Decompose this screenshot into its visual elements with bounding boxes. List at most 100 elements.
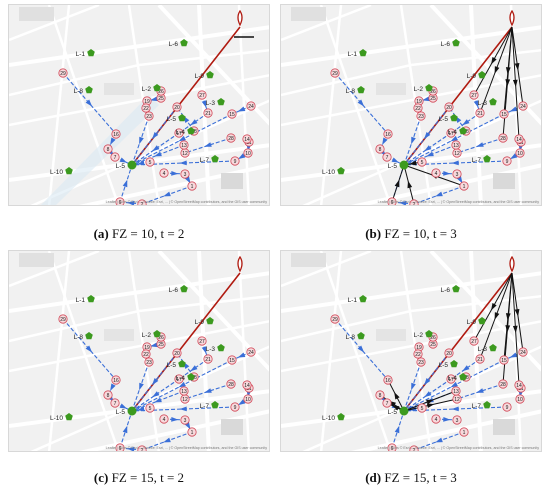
node-28[interactable]: 28 [226,133,236,143]
node-2[interactable]: 2 [409,199,419,206]
site-l-9[interactable]: L-9 [195,71,214,80]
map-attribution[interactable]: Leaflet | Tiles © Esri — Source: Esri, .… [106,200,268,204]
site-l-9[interactable]: L-9 [195,317,214,326]
node-28[interactable]: 28 [498,379,508,389]
node-3[interactable]: 3 [180,169,190,179]
site-l-5[interactable]: L-5 [167,360,186,369]
site-l-8[interactable]: L-8 [74,332,93,341]
node-12[interactable]: 12 [452,394,462,404]
node-10[interactable]: 10 [243,148,253,158]
node-28[interactable]: 28 [498,133,508,143]
node-6[interactable]: 6 [115,443,125,452]
site-l-3[interactable]: L-3 [206,98,225,107]
node-8[interactable]: 8 [375,390,385,400]
node-20[interactable]: 20 [172,102,182,112]
site-l-8[interactable]: L-8 [74,86,93,95]
map-attribution[interactable]: Leaflet | Tiles © Esri — Source: Esri, .… [106,446,268,450]
site-l-2[interactable]: L-2 [142,84,161,93]
map-c[interactable]: L-51234567891011121314151617181920212223… [8,250,270,452]
map-b[interactable]: L-51234567891011121314151617181920212223… [280,4,542,206]
node-23[interactable]: 23 [416,357,426,367]
node-6[interactable]: 6 [387,197,397,206]
node-13[interactable]: 13 [451,140,461,150]
node-29[interactable]: 29 [58,68,68,78]
node-14[interactable]: 14 [242,380,252,390]
node-23[interactable]: 23 [416,111,426,121]
node-15[interactable]: 15 [227,109,237,119]
node-12[interactable]: 12 [180,148,190,158]
node-15[interactable]: 15 [499,355,509,365]
site-l-5[interactable]: L-5 [439,360,458,369]
node-22[interactable]: 22 [413,103,423,113]
node-5[interactable]: 5 [145,403,155,413]
node-1[interactable]: 1 [459,427,469,437]
site-l-4[interactable]: L-4 [176,127,195,136]
node-15[interactable]: 15 [499,109,509,119]
node-7[interactable]: 7 [382,152,392,162]
node-17[interactable]: 17 [446,374,456,384]
node-20[interactable]: 20 [444,102,454,112]
node-4[interactable]: 4 [159,414,169,424]
site-l-6[interactable]: L-6 [441,285,460,294]
node-17[interactable]: 17 [446,128,456,138]
node-29[interactable]: 29 [330,314,340,324]
node-9[interactable]: 9 [502,156,512,166]
node-14[interactable]: 14 [514,134,524,144]
node-20[interactable]: 20 [444,348,454,358]
node-17[interactable]: 17 [174,374,184,384]
site-l-7[interactable]: L-7 [472,155,491,164]
node-12[interactable]: 12 [180,394,190,404]
node-1[interactable]: 1 [459,181,469,191]
depot-marker-icon[interactable]: L-5 [116,160,137,171]
node-17[interactable]: 17 [174,128,184,138]
node-22[interactable]: 22 [141,349,151,359]
node-25[interactable]: 25 [428,93,438,103]
site-l-10[interactable]: L-10 [50,167,73,176]
node-19[interactable]: 19 [142,342,152,352]
site-l-1[interactable]: L-1 [348,49,367,58]
site-l-7[interactable]: L-7 [200,401,219,410]
node-6[interactable]: 6 [115,197,125,206]
node-24[interactable]: 24 [518,347,528,357]
map-attribution[interactable]: Leaflet | Tiles © Esri — Source: Esri, .… [378,446,540,450]
node-9[interactable]: 9 [502,402,512,412]
site-l-4[interactable]: L-4 [448,127,467,136]
node-29[interactable]: 29 [330,68,340,78]
node-21[interactable]: 21 [475,354,485,364]
node-19[interactable]: 19 [414,96,424,106]
site-l-10[interactable]: L-10 [322,413,345,422]
node-9[interactable]: 9 [230,156,240,166]
site-l-2[interactable]: L-2 [142,330,161,339]
site-l-10[interactable]: L-10 [50,413,73,422]
node-22[interactable]: 22 [413,349,423,359]
node-5[interactable]: 5 [417,403,427,413]
node-13[interactable]: 13 [451,386,461,396]
node-5[interactable]: 5 [145,157,155,167]
node-21[interactable]: 21 [475,108,485,118]
map-a[interactable]: L-51234567891011121314151617181920212223… [8,4,270,206]
depot-marker-icon[interactable]: L-5 [388,160,409,171]
node-10[interactable]: 10 [515,394,525,404]
node-7[interactable]: 7 [382,398,392,408]
node-3[interactable]: 3 [452,415,462,425]
node-27[interactable]: 27 [469,336,479,346]
node-23[interactable]: 23 [144,357,154,367]
node-22[interactable]: 22 [141,103,151,113]
node-24[interactable]: 24 [246,101,256,111]
site-l-1[interactable]: L-1 [348,295,367,304]
node-16[interactable]: 16 [111,129,121,139]
site-l-1[interactable]: L-1 [76,49,95,58]
site-l-2[interactable]: L-2 [414,84,433,93]
node-15[interactable]: 15 [227,355,237,365]
site-l-4[interactable]: L-4 [448,373,467,382]
site-l-6[interactable]: L-6 [169,39,188,48]
node-21[interactable]: 21 [203,354,213,364]
node-12[interactable]: 12 [452,148,462,158]
node-3[interactable]: 3 [452,169,462,179]
node-23[interactable]: 23 [144,111,154,121]
node-4[interactable]: 4 [431,168,441,178]
site-l-2[interactable]: L-2 [414,330,433,339]
node-2[interactable]: 2 [137,445,147,452]
site-l-3[interactable]: L-3 [206,344,225,353]
node-7[interactable]: 7 [110,152,120,162]
